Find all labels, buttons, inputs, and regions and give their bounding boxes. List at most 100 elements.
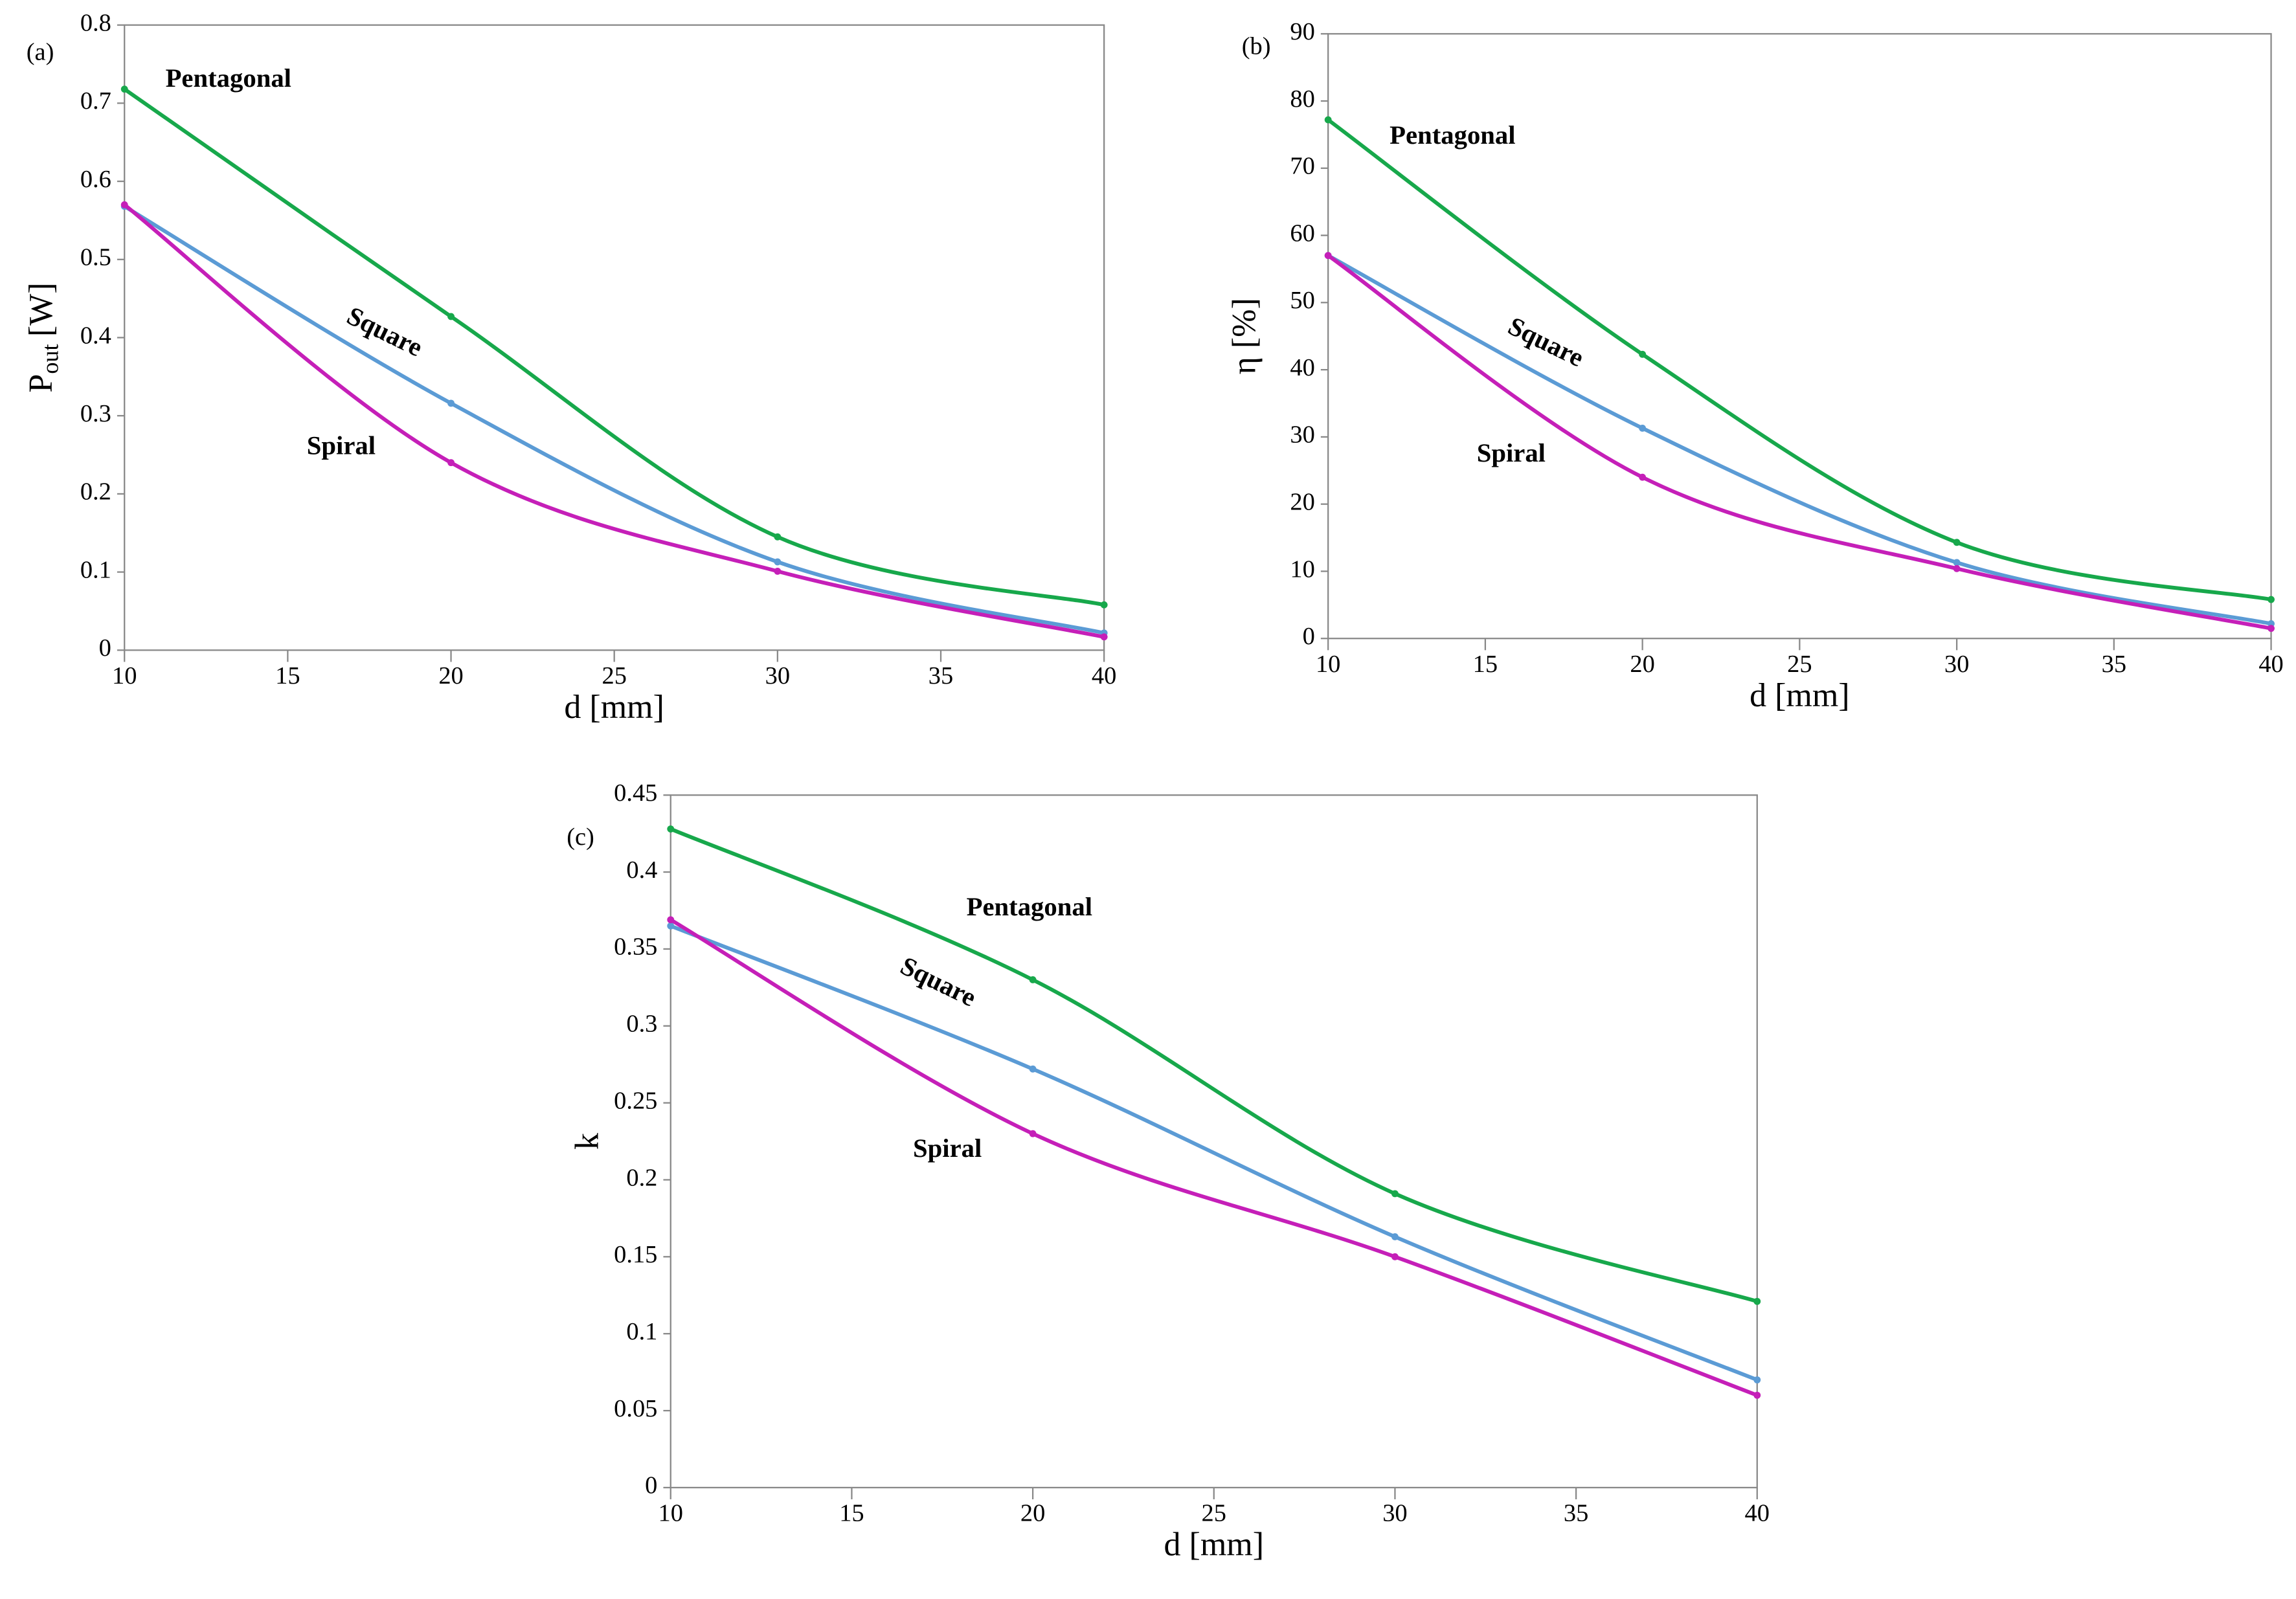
y-tick-label: 0.05 [614,1395,657,1422]
data-point [1100,633,1108,641]
x-tick-label: 15 [839,1500,864,1527]
y-tick-label: 0.3 [626,1011,657,1038]
data-point [774,533,782,541]
data-point [1324,252,1332,260]
y-tick-label: 0.35 [614,934,657,961]
x-tick-label: 40 [1745,1500,1770,1527]
x-tick-label: 35 [1564,1500,1588,1527]
x-tick-label: 20 [1020,1500,1045,1527]
x-axis-label: d [mm] [1164,1526,1265,1563]
y-tick-label: 20 [1290,489,1314,516]
x-tick-label: 15 [1473,651,1498,678]
data-point [1753,1391,1761,1399]
y-tick-label: 0.4 [626,856,657,884]
data-point [667,916,675,924]
series-line [1327,254,2272,631]
y-tick-label: 0 [99,634,111,662]
series-line [123,205,1105,635]
data-point [1953,559,1961,566]
data-point [667,922,675,930]
series-label: Spiral [913,1134,982,1163]
series-label: Spiral [1477,438,1546,467]
series-label: Spiral [307,431,376,460]
series-line [670,827,1758,1304]
y-tick-label: 0.45 [614,779,657,807]
panel-label: (a) [27,39,54,66]
data-point [1953,539,1961,546]
y-tick-label: 70 [1290,153,1314,180]
y-tick-label: 0.4 [80,322,111,349]
plot-area [670,794,1758,1489]
y-tick-label: 0.1 [626,1318,657,1345]
y-tick-label: 0.7 [80,87,111,115]
y-axis-label-main: P [23,374,60,393]
data-point [1953,565,1961,572]
data-point [447,399,455,407]
x-tick-label: 10 [112,662,137,689]
series-label: Pentagonal [967,892,1092,921]
data-point [1324,116,1332,124]
y-tick-label: 0 [1303,623,1315,650]
y-tick-label: 0.5 [80,244,111,271]
y-tick-label: 60 [1290,219,1314,247]
x-tick-label: 40 [1092,662,1116,689]
y-tick-label: 30 [1290,421,1314,449]
y-tick-label: 0.15 [614,1241,657,1268]
y-tick-label: 90 [1290,18,1314,45]
series-label: Square [343,301,427,363]
y-tick-label: 10 [1290,555,1314,583]
data-point [1639,350,1647,358]
y-tick-label: 0.1 [80,556,111,583]
series-line [123,203,1105,639]
x-tick-label: 30 [1944,651,1969,678]
data-point [667,825,675,833]
data-point [120,85,128,93]
x-tick-label: 20 [438,662,463,689]
data-point [1639,424,1647,432]
x-tick-label: 20 [1630,651,1654,678]
y-tick-label: 50 [1290,287,1314,314]
y-axis-label: Pout [W] [23,282,63,392]
data-point [1391,1190,1399,1198]
x-tick-label: 30 [1382,1500,1407,1527]
x-tick-label: 30 [765,662,790,689]
data-point [447,313,455,320]
data-point [2268,625,2275,632]
series-line [670,924,1758,1382]
panel-label: (c) [567,823,594,851]
data-point [1029,1130,1037,1137]
x-tick-label: 25 [1202,1500,1226,1527]
data-point [1029,976,1037,983]
data-point [1100,601,1108,609]
y-tick-label: 0.2 [626,1164,657,1191]
data-point [447,459,455,467]
series-label: Pentagonal [166,63,291,93]
x-tick-label: 35 [2102,651,2126,678]
y-tick-label: 0 [645,1472,657,1499]
x-tick-label: 10 [658,1500,683,1527]
data-point [1029,1065,1037,1073]
y-axis-label: k [568,1133,605,1150]
y-tick-label: 0.25 [614,1087,657,1114]
x-axis-label: d [mm] [1750,677,1850,714]
series-line [123,87,1105,607]
plot-area [124,24,1105,651]
series-line [670,918,1758,1398]
data-point [120,201,128,208]
x-tick-label: 25 [602,662,626,689]
y-tick-label: 0.2 [80,478,111,506]
x-axis-label: d [mm] [564,689,664,726]
panel-label: (b) [1242,33,1271,60]
data-point [1753,1297,1761,1305]
data-point [774,567,782,575]
x-tick-label: 25 [1787,651,1812,678]
x-tick-label: 15 [275,662,300,689]
data-point [1391,1233,1399,1240]
y-axis-label: η [%] [1226,298,1263,374]
series-line [1327,118,2272,601]
x-tick-label: 40 [2258,651,2283,678]
y-tick-label: 0.3 [80,400,111,427]
series-line [1327,254,2272,626]
